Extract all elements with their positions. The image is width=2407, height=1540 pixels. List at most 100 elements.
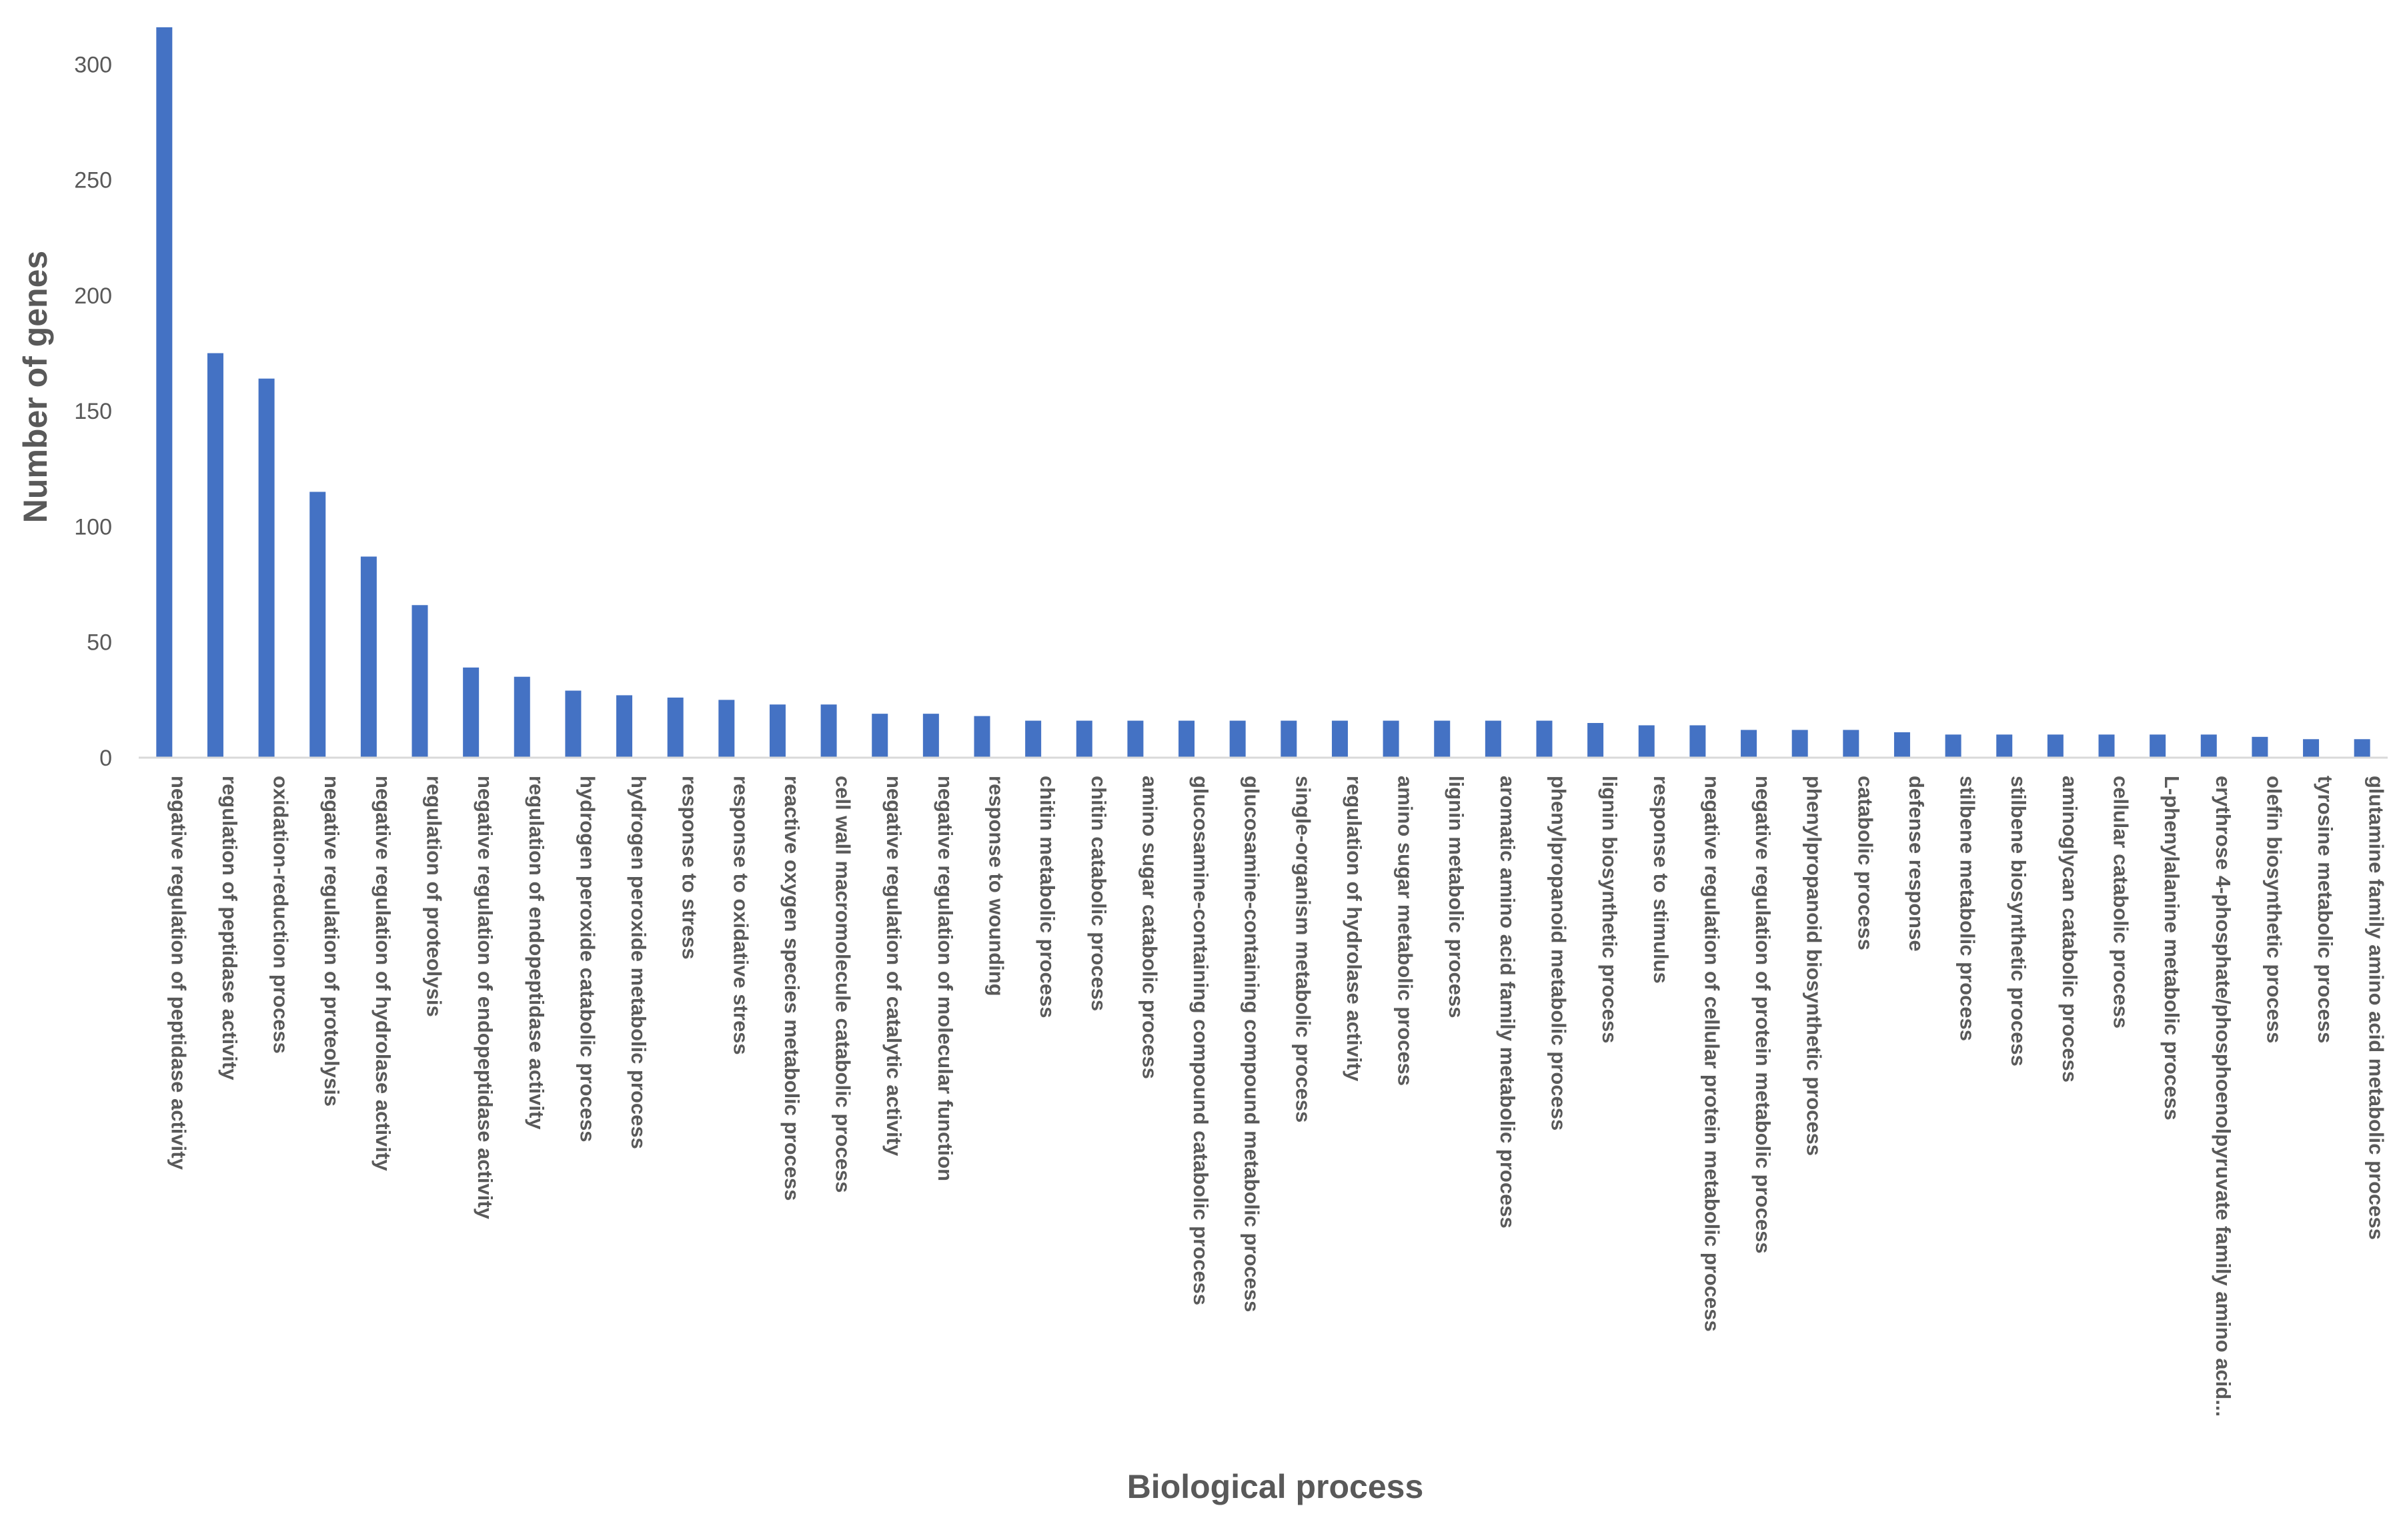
- x-category-label: negative regulation of hydrolase activit…: [371, 776, 395, 1171]
- x-category-label: amino sugar metabolic process: [1394, 776, 1417, 1086]
- x-category-label: negative regulation of endopeptidase act…: [474, 776, 497, 1220]
- x-category-label: stilbene metabolic process: [1956, 776, 1979, 1041]
- bar: [718, 700, 735, 758]
- x-category-label: chitin catabolic process: [1087, 776, 1110, 1011]
- bar: [360, 556, 377, 758]
- bar: [1741, 730, 1757, 758]
- y-tick-label: 50: [87, 630, 112, 656]
- bar: [769, 704, 786, 758]
- x-category-label: negative regulation of cellular protein …: [1700, 776, 1723, 1332]
- bar: [872, 714, 888, 758]
- bar: [2303, 739, 2320, 758]
- x-category-label: aromatic amino acid family metabolic pro…: [1496, 776, 1519, 1229]
- x-category-label: tyrosine metabolic process: [2314, 776, 2337, 1043]
- bar: [1893, 732, 1910, 758]
- bar: [1945, 734, 1961, 758]
- x-category-label: reactive oxygen species metabolic proces…: [780, 776, 804, 1201]
- x-category-label: response to stimulus: [1649, 776, 1673, 984]
- bar: [1178, 720, 1195, 758]
- x-category-label: response to oxidative stress: [729, 776, 752, 1055]
- x-category-label: L-phenylalanine metabolic process: [2160, 776, 2184, 1120]
- bar: [616, 695, 633, 758]
- bar: [412, 605, 428, 758]
- bar: [1025, 720, 1042, 758]
- x-category-label: glutamine family amino acid metabolic pr…: [2365, 776, 2388, 1240]
- x-category-label: erythrose 4-phosphate/phosphoenolpyruvat…: [2212, 776, 2235, 1417]
- x-axis-category-labels: negative regulation of peptidase activit…: [167, 776, 2388, 1417]
- y-tick-label: 250: [74, 168, 112, 193]
- bar: [1996, 734, 2013, 758]
- y-tick-label: 100: [74, 514, 112, 540]
- bar: [2252, 736, 2268, 758]
- x-category-label: regulation of endopeptidase activity: [525, 776, 548, 1130]
- bar: [463, 667, 480, 758]
- x-category-label: regulation of peptidase activity: [218, 776, 241, 1080]
- x-category-label: response to stress: [678, 776, 702, 960]
- bar: [1383, 720, 1399, 758]
- x-category-label: amino sugar catabolic process: [1138, 776, 1161, 1079]
- x-category-label: negative regulation of proteolysis: [320, 776, 343, 1106]
- x-category-label: regulation of hydrolase activity: [1343, 776, 1366, 1082]
- bar: [2098, 734, 2115, 758]
- bar: [1281, 720, 1297, 758]
- bar: [1076, 720, 1092, 758]
- bar: [207, 353, 223, 758]
- bar: [2200, 734, 2217, 758]
- bar: [1587, 723, 1604, 758]
- x-axis-title: Biological process: [1127, 1468, 1424, 1505]
- bar: [309, 492, 326, 758]
- x-category-label: olefin biosynthetic process: [2262, 776, 2286, 1043]
- x-category-label: phenylpropanoid metabolic process: [1547, 776, 1571, 1130]
- x-category-label: negative regulation of protein metabolic…: [1751, 776, 1775, 1254]
- bar: [667, 697, 684, 758]
- x-category-label: aminoglycan catabolic process: [2058, 776, 2082, 1082]
- x-category-label: catabolic process: [1853, 776, 1877, 950]
- bar: [1127, 720, 1144, 758]
- x-category-label: cell wall macromolecule catabolic proces…: [832, 776, 855, 1193]
- x-category-label: phenylpropanoid biosynthetic process: [1803, 776, 1826, 1156]
- x-category-label: defense response: [1905, 776, 1928, 952]
- x-category-label: hydrogen peroxide metabolic process: [627, 776, 650, 1149]
- x-category-label: response to wounding: [985, 776, 1008, 996]
- bar: [1536, 720, 1553, 758]
- bar: [1638, 725, 1655, 758]
- y-tick-label: 200: [74, 283, 112, 309]
- bar: [1229, 720, 1246, 758]
- y-axis-ticks: 0 50 100 150 200 250 300: [74, 52, 112, 771]
- bar: [922, 714, 939, 758]
- bar: [565, 690, 582, 758]
- x-category-label: negative regulation of peptidase activit…: [167, 776, 190, 1171]
- bar: [1485, 720, 1501, 758]
- bar: [1331, 720, 1348, 758]
- y-tick-label: 150: [74, 399, 112, 424]
- x-category-label: regulation of proteolysis: [423, 776, 446, 1017]
- x-category-label: glucosamine-containing compound cataboli…: [1189, 776, 1213, 1305]
- y-tick-label: 0: [99, 746, 112, 771]
- x-category-label: glucosamine-containing compound metaboli…: [1241, 776, 1264, 1312]
- x-category-label: oxidation-reduction process: [269, 776, 293, 1054]
- y-tick-label: 300: [74, 52, 112, 77]
- bar: [156, 27, 173, 758]
- bar: [258, 378, 275, 758]
- y-axis-title: Number of genes: [17, 251, 54, 523]
- x-category-label: stilbene biosynthetic process: [2007, 776, 2030, 1066]
- bar: [1791, 730, 1808, 758]
- x-category-label: single-organism metabolic process: [1291, 776, 1315, 1122]
- bar: [2150, 734, 2166, 758]
- x-category-label: negative regulation of molecular functio…: [934, 776, 957, 1181]
- bar: [2047, 734, 2064, 758]
- bar: [974, 716, 990, 758]
- x-category-label: lignin biosynthetic process: [1598, 776, 1621, 1043]
- bar: [1434, 720, 1451, 758]
- x-category-label: cellular catabolic process: [2110, 776, 2133, 1028]
- bar: [1689, 725, 1706, 758]
- bar: [2354, 739, 2370, 758]
- bar: [820, 704, 837, 758]
- x-category-label: chitin metabolic process: [1036, 776, 1059, 1018]
- bar: [514, 676, 530, 758]
- x-category-label: hydrogen peroxide catabolic process: [576, 776, 599, 1142]
- bars: [156, 27, 2370, 758]
- bar: [1843, 730, 1859, 758]
